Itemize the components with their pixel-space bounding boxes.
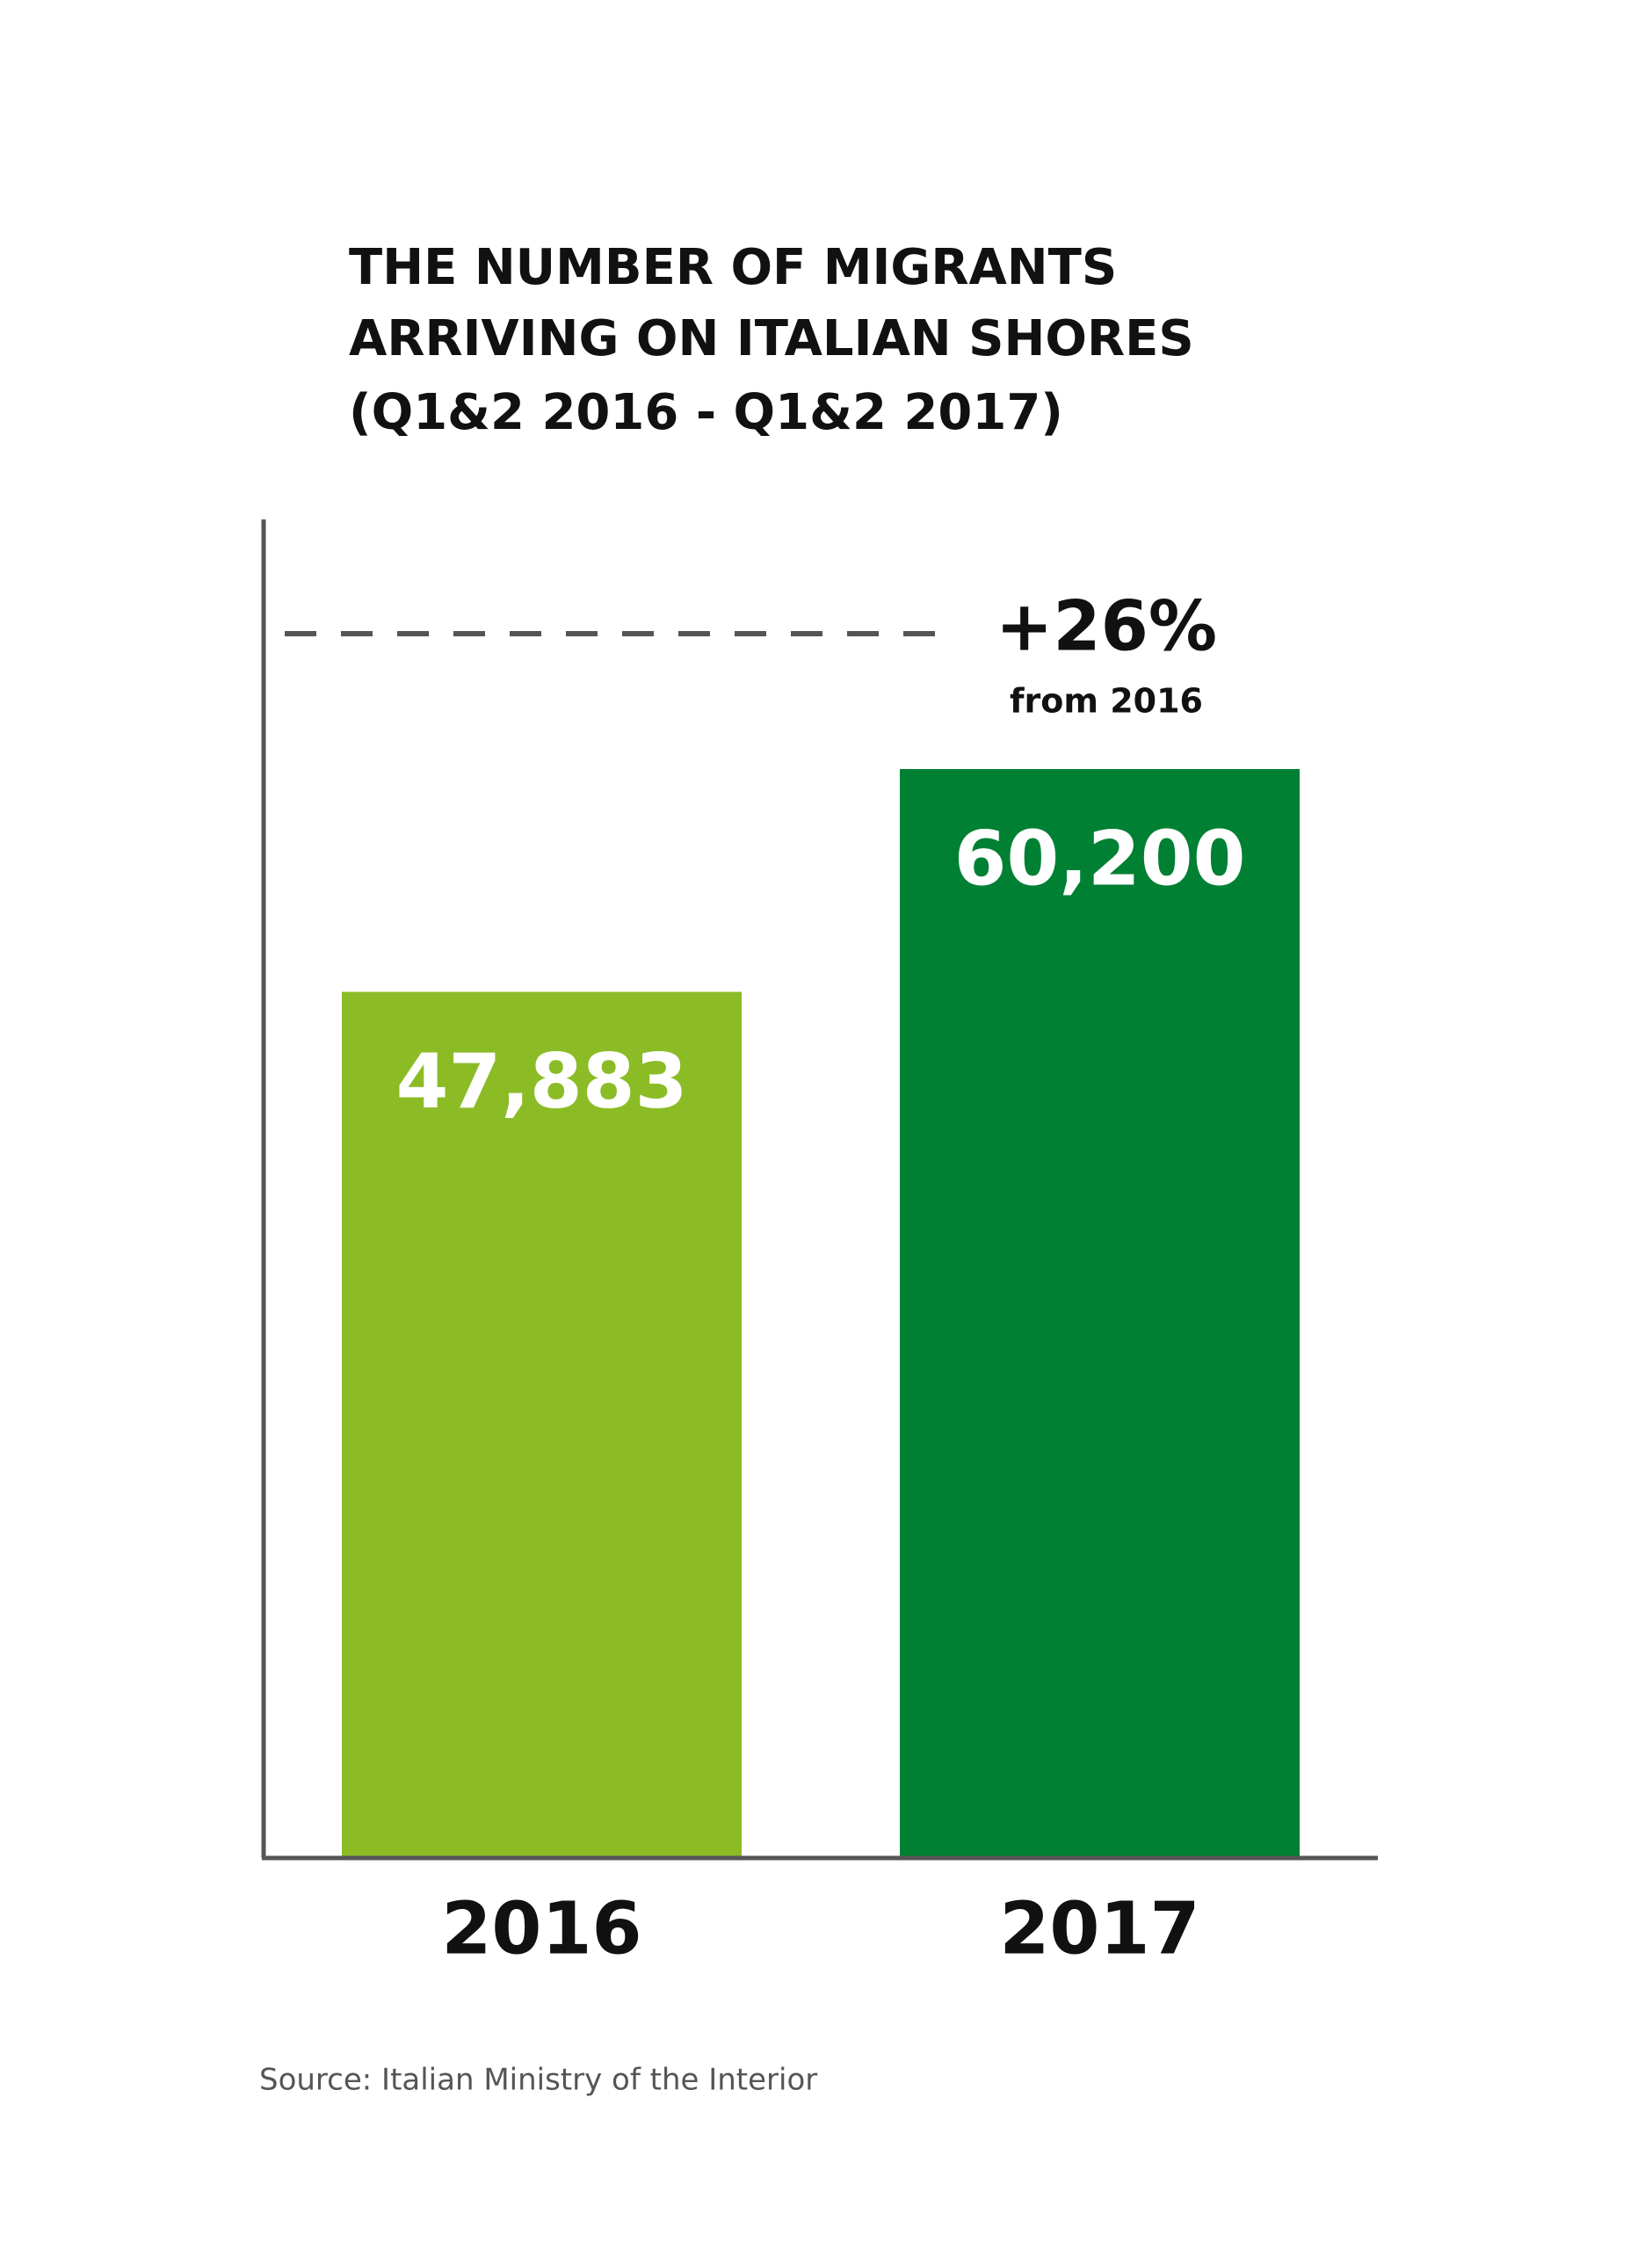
annotation-subtext: from 2016	[1010, 682, 1203, 721]
source: Source: Italian Ministry of the Interior	[259, 2063, 817, 2098]
bar	[342, 991, 742, 1858]
chart-title: (Q1&2 2016 - Q1&2 2017)	[349, 384, 1063, 441]
chart-title: ARRIVING ON ITALIAN SHORES	[349, 310, 1194, 367]
chart-title: THE NUMBER OF MIGRANTS	[349, 239, 1117, 296]
x-tick-label: 2017	[999, 1887, 1199, 1971]
value-label: 60,200	[954, 815, 1246, 903]
x-tick-label: 2016	[441, 1887, 641, 1971]
annotation: +26%	[996, 587, 1217, 666]
bar	[900, 769, 1300, 1858]
value-label: 47,883	[396, 1038, 688, 1126]
